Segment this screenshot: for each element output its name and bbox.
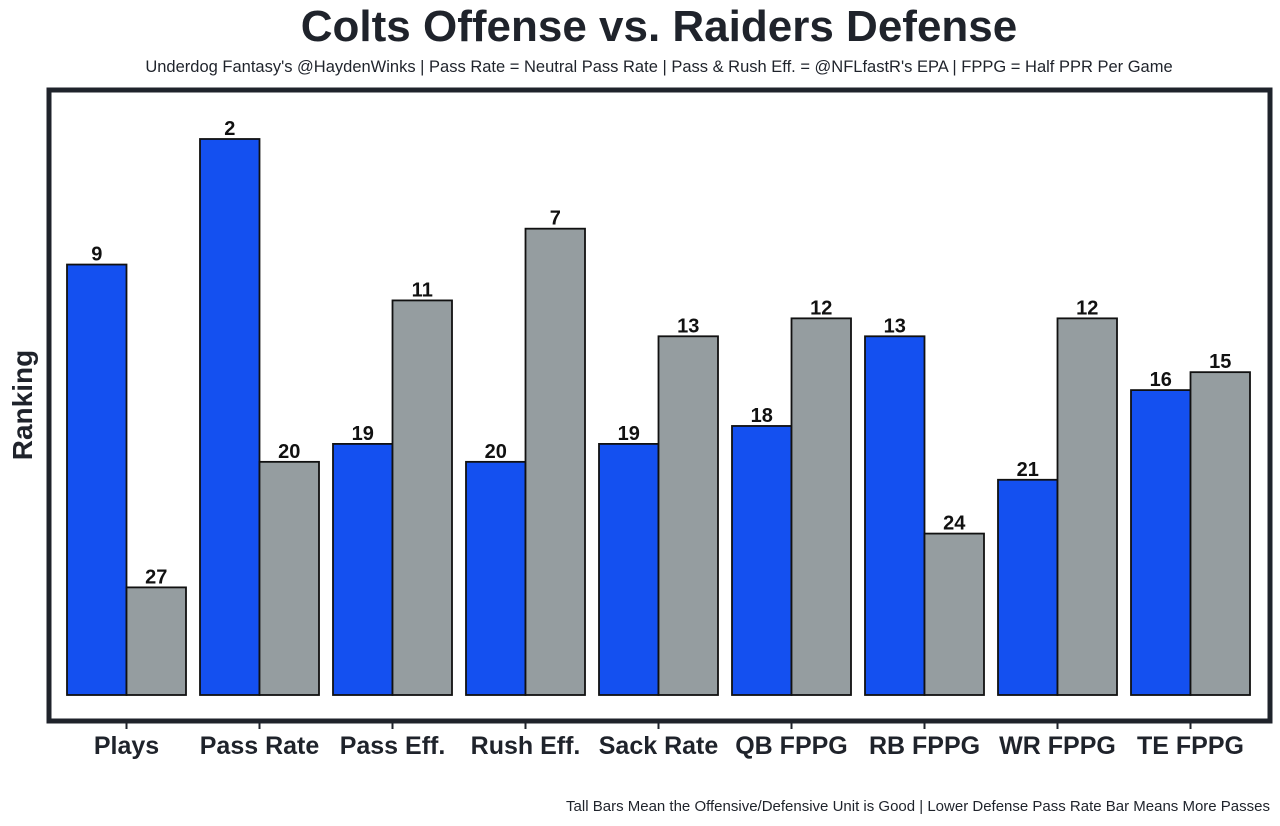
bar-offense-plays xyxy=(66,263,128,696)
data-label-defense-wr-fppg: 12 xyxy=(1076,297,1098,319)
bar-offense-rush-eff xyxy=(465,460,527,696)
bar-offense-pass-rate xyxy=(199,138,261,696)
bar-defense-te-fppg xyxy=(1189,371,1251,696)
data-label-offense-pass-eff: 19 xyxy=(352,423,374,445)
bar-offense-sack-rate xyxy=(598,443,660,696)
bar-defense-sack-rate xyxy=(657,335,719,696)
data-label-defense-sack-rate: 13 xyxy=(677,315,699,337)
data-label-defense-qb-fppg: 12 xyxy=(810,297,832,319)
x-tick-label-pass-rate: Pass Rate xyxy=(200,732,320,760)
data-label-offense-wr-fppg: 21 xyxy=(1017,459,1039,481)
data-label-defense-rb-fppg: 24 xyxy=(943,513,966,535)
chart-caption: Tall Bars Mean the Offensive/Defensive U… xyxy=(566,798,1270,815)
data-label-offense-sack-rate: 19 xyxy=(618,423,640,445)
x-tick-label-qb-fppg: QB FPPG xyxy=(735,732,848,760)
bar-offense-qb-fppg xyxy=(731,425,793,696)
y-axis-label: Ranking xyxy=(7,350,38,460)
data-label-defense-rush-eff: 7 xyxy=(550,208,561,230)
bar-offense-pass-eff xyxy=(332,443,394,696)
bar-offense-te-fppg xyxy=(1130,389,1192,696)
bars-layer xyxy=(66,138,1251,696)
data-label-defense-pass-rate: 20 xyxy=(278,441,300,463)
x-tick-label-plays: Plays xyxy=(94,732,159,760)
bar-defense-plays xyxy=(125,586,187,696)
bar-defense-rb-fppg xyxy=(923,532,985,696)
data-label-offense-rush-eff: 20 xyxy=(485,441,507,463)
data-label-offense-qb-fppg: 18 xyxy=(751,405,773,427)
bar-defense-pass-eff xyxy=(391,299,453,696)
x-tick-label-pass-eff: Pass Eff. xyxy=(340,732,446,760)
x-tick-label-te-fppg: TE FPPG xyxy=(1137,732,1244,760)
data-label-offense-plays: 9 xyxy=(91,244,102,266)
bar-defense-rush-eff xyxy=(524,227,586,696)
data-label-offense-pass-rate: 2 xyxy=(224,118,235,140)
bar-offense-rb-fppg xyxy=(864,335,926,696)
bar-defense-pass-rate xyxy=(258,460,320,696)
data-label-offense-rb-fppg: 13 xyxy=(884,315,906,337)
bar-offense-wr-fppg xyxy=(997,478,1059,696)
data-labels-layer: 9 27 2 20 19 11 20 7 19 13 18 12 13 24 21 12 16 15 xyxy=(91,118,1231,588)
x-tick-label-rush-eff: Rush Eff. xyxy=(471,732,581,760)
bar-defense-qb-fppg xyxy=(790,317,852,696)
bar-defense-wr-fppg xyxy=(1056,317,1118,696)
chart-title: Colts Offense vs. Raiders Defense xyxy=(300,2,1018,51)
x-tick-label-rb-fppg: RB FPPG xyxy=(869,732,980,760)
data-label-defense-te-fppg: 15 xyxy=(1209,351,1231,373)
x-tick-label-sack-rate: Sack Rate xyxy=(599,732,719,760)
data-label-defense-plays: 27 xyxy=(145,566,167,588)
data-label-defense-pass-eff: 11 xyxy=(412,279,433,301)
x-tick-label-wr-fppg: WR FPPG xyxy=(999,732,1116,760)
chart-subtitle: Underdog Fantasy's @HaydenWinks | Pass R… xyxy=(145,58,1173,76)
data-label-offense-te-fppg: 16 xyxy=(1150,369,1172,391)
x-axis: Plays Pass Rate Pass Eff. Rush Eff. Sack Rat… xyxy=(94,721,1244,760)
